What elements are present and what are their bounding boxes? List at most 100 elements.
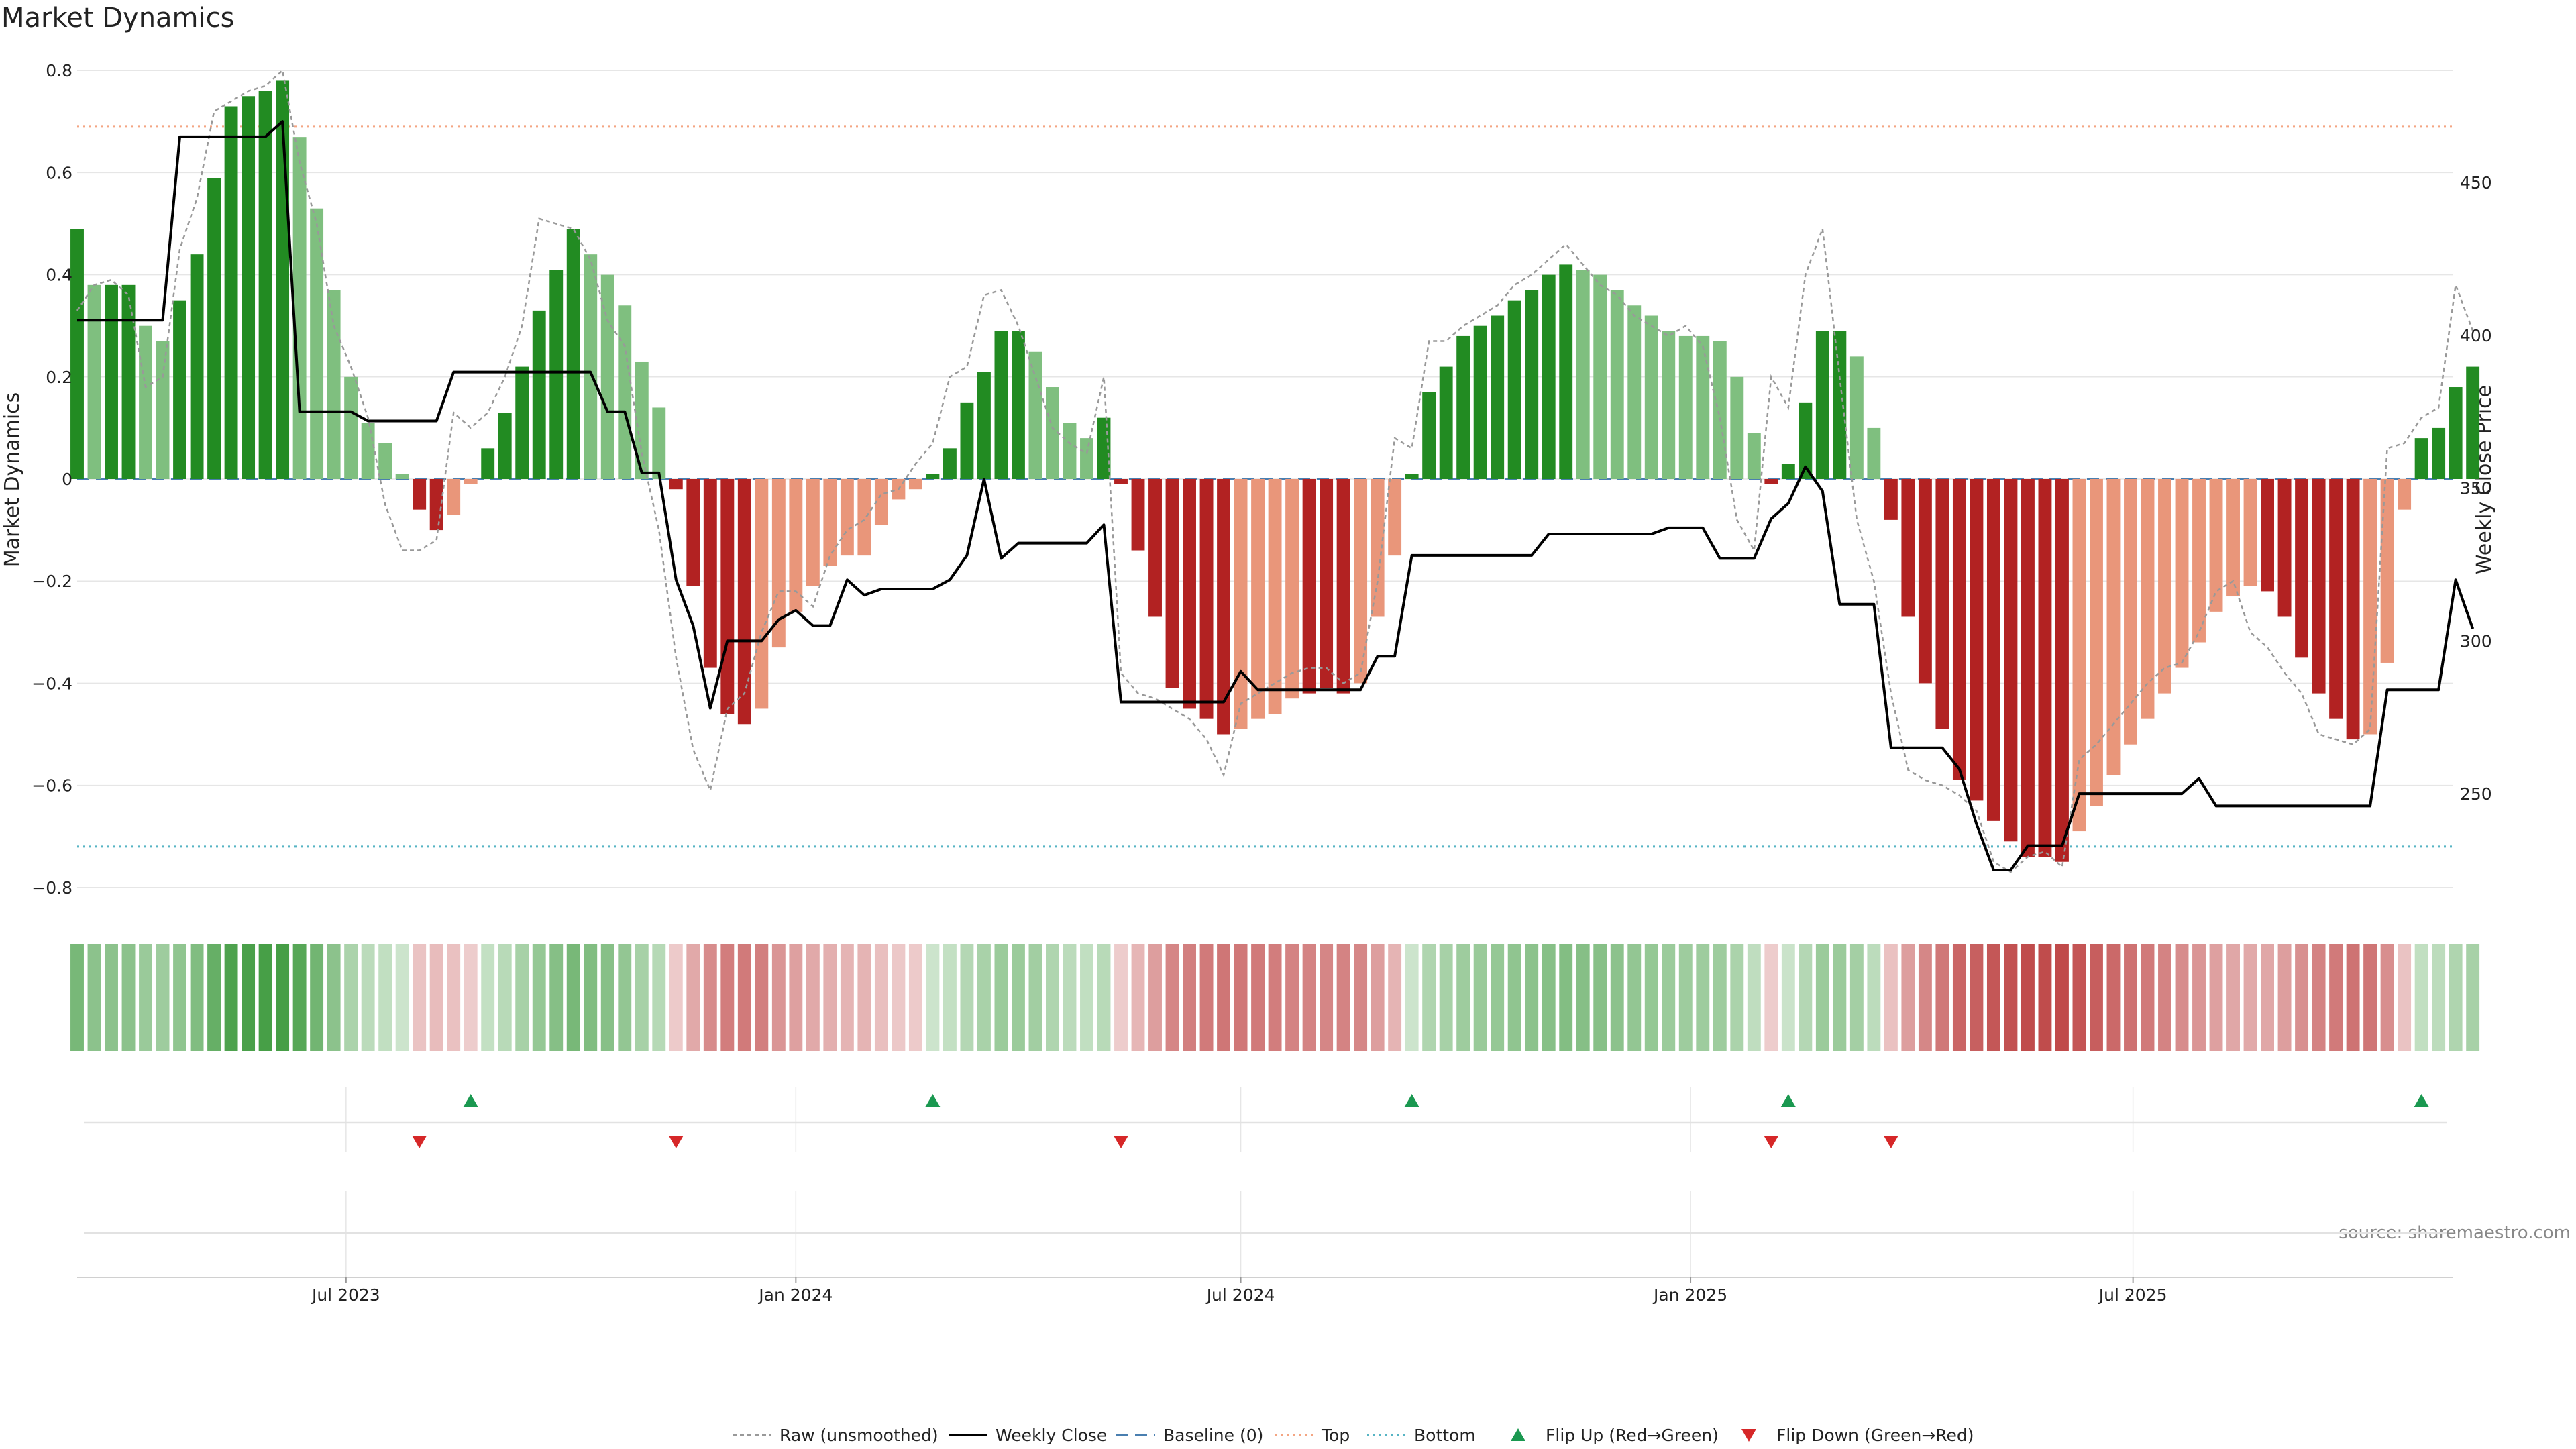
intensity-cell bbox=[1131, 944, 1145, 1051]
intensity-cell bbox=[1165, 944, 1179, 1051]
dynamics-bar bbox=[1935, 479, 1949, 729]
dynamics-bar bbox=[1507, 300, 1521, 479]
intensity-cell bbox=[241, 944, 256, 1051]
intensity-cell bbox=[327, 944, 341, 1051]
intensity-cell bbox=[1080, 944, 1093, 1051]
dynamics-bar bbox=[2124, 479, 2137, 745]
intensity-cell bbox=[823, 944, 837, 1051]
dynamics-bar bbox=[943, 448, 957, 479]
intensity-cell bbox=[1644, 944, 1658, 1051]
flip-up-marker bbox=[463, 1094, 478, 1107]
intensity-cell bbox=[1371, 944, 1385, 1051]
intensity-cell bbox=[1747, 944, 1761, 1051]
dynamics-bar bbox=[1970, 479, 1984, 801]
intensity-cell bbox=[481, 944, 495, 1051]
dynamics-bar bbox=[2277, 479, 2292, 617]
dynamics-bar bbox=[1183, 479, 1196, 709]
dynamics-bar bbox=[327, 290, 341, 479]
dynamics-bar bbox=[2038, 479, 2052, 857]
dynamics-bar bbox=[2398, 479, 2412, 510]
dynamics-bar bbox=[1713, 341, 1727, 479]
intensity-cell bbox=[464, 944, 478, 1051]
intensity-cell bbox=[2226, 944, 2240, 1051]
legend-item-close: Weekly Close bbox=[949, 1426, 1107, 1445]
x-tick-label: Jul 2024 bbox=[1205, 1285, 1275, 1305]
dynamics-bar bbox=[1354, 479, 1368, 684]
intensity-cell bbox=[1593, 944, 1607, 1051]
intensity-cell bbox=[755, 944, 769, 1051]
dynamics-bar bbox=[1644, 315, 1658, 479]
intensity-cell bbox=[720, 944, 735, 1051]
dynamics-bar bbox=[618, 305, 632, 479]
dynamics-bar bbox=[1593, 274, 1607, 479]
dynamics-bar bbox=[1456, 335, 1470, 479]
intensity-cell bbox=[1952, 944, 1966, 1051]
dynamics-bar bbox=[926, 474, 940, 479]
intensity-cell bbox=[1388, 944, 1402, 1051]
intensity-cell bbox=[310, 944, 324, 1051]
legend-label: Bottom bbox=[1414, 1426, 1476, 1445]
dynamics-bar bbox=[241, 96, 256, 479]
dynamics-bar bbox=[2072, 479, 2086, 832]
intensity-cell bbox=[1970, 944, 1984, 1051]
intensity-cell bbox=[1918, 944, 1932, 1051]
dynamics-bar bbox=[1884, 479, 1898, 520]
intensity-cell bbox=[1678, 944, 1693, 1051]
intensity-cell bbox=[600, 944, 614, 1051]
dynamics-bar bbox=[789, 479, 803, 612]
dynamics-bar bbox=[1012, 331, 1025, 479]
dynamics-bar bbox=[806, 479, 820, 586]
intensity-cell bbox=[1354, 944, 1368, 1051]
dynamics-bar bbox=[857, 479, 871, 556]
legend-item-top: Top bbox=[1275, 1426, 1350, 1445]
intensity-cell bbox=[2363, 944, 2377, 1051]
dynamics-bar bbox=[755, 479, 769, 709]
dynamics-bar bbox=[1986, 479, 2000, 821]
y-tick-label: −0.6 bbox=[32, 776, 72, 796]
intensity-cell bbox=[2329, 944, 2343, 1051]
x-tick-label: Jul 2025 bbox=[2098, 1285, 2167, 1305]
intensity-cell bbox=[1901, 944, 1915, 1051]
intensity-cell bbox=[994, 944, 1008, 1051]
intensity-cell bbox=[1815, 944, 1829, 1051]
intensity-cell bbox=[1148, 944, 1162, 1051]
dynamics-bar bbox=[361, 423, 375, 479]
intensity-cell bbox=[2398, 944, 2412, 1051]
legend-label: Baseline (0) bbox=[1163, 1426, 1263, 1445]
dynamics-bar bbox=[464, 479, 478, 484]
x-tick-label: Jan 2024 bbox=[757, 1285, 833, 1305]
dynamics-bar bbox=[977, 372, 991, 479]
intensity-cell bbox=[276, 944, 290, 1051]
dynamics-bar bbox=[1918, 479, 1932, 684]
intensity-cell bbox=[2106, 944, 2121, 1051]
dynamics-bar bbox=[121, 284, 136, 479]
lower-panel bbox=[77, 1191, 2453, 1278]
intensity-cell bbox=[87, 944, 101, 1051]
dynamics-bar bbox=[737, 479, 751, 724]
intensity-cell bbox=[2158, 944, 2171, 1051]
intensity-cell bbox=[1833, 944, 1847, 1051]
intensity-cell bbox=[2449, 944, 2463, 1051]
dynamics-bar bbox=[1696, 335, 1710, 479]
intensity-cell bbox=[1217, 944, 1230, 1051]
intensity-cell bbox=[857, 944, 871, 1051]
legend-label: Weekly Close bbox=[996, 1426, 1107, 1445]
dynamics-bar bbox=[224, 106, 238, 480]
dynamics-bar bbox=[1217, 479, 1230, 735]
dynamics-bar bbox=[1867, 427, 1881, 479]
intensity-cell bbox=[1063, 944, 1077, 1051]
dynamics-bar bbox=[1764, 479, 1778, 484]
dynamics-bar bbox=[2363, 479, 2377, 735]
intensity-cell bbox=[2124, 944, 2137, 1051]
x-tick-label: Jan 2025 bbox=[1652, 1285, 1727, 1305]
y-tick-label: −0.4 bbox=[32, 674, 72, 693]
dynamics-bar bbox=[2243, 479, 2257, 586]
intensity-cell bbox=[1986, 944, 2000, 1051]
intensity-cell bbox=[173, 944, 186, 1051]
intensity-cell bbox=[1610, 944, 1624, 1051]
dynamics-bar bbox=[669, 479, 683, 490]
dynamics-bar bbox=[1576, 270, 1590, 479]
intensity-cell bbox=[1320, 944, 1334, 1051]
dynamics-bar bbox=[2312, 479, 2326, 694]
intensity-cell bbox=[1935, 944, 1949, 1051]
